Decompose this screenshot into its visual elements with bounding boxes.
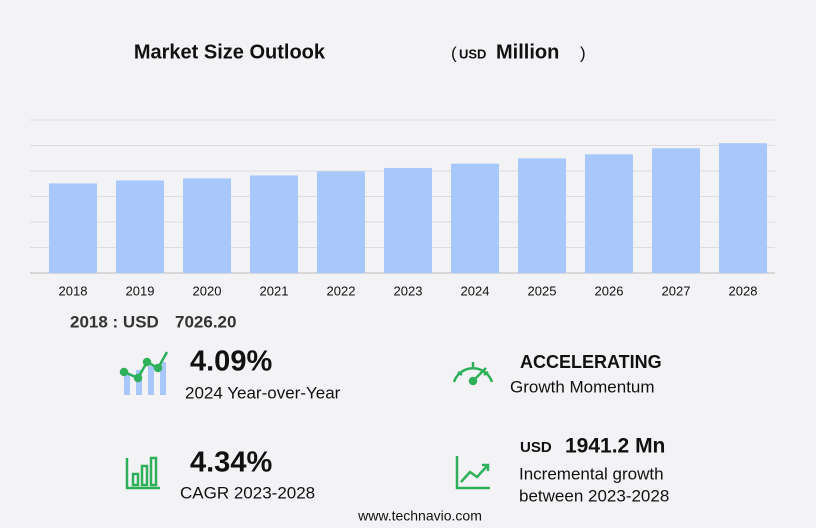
incremental-value: 1941.2 Mn <box>565 435 665 458</box>
title-currency: USD <box>459 46 486 61</box>
cagr-icon <box>125 456 160 490</box>
x-tick-label: 2018 <box>59 283 88 298</box>
x-tick-label: 2024 <box>461 283 490 298</box>
bar <box>116 180 164 273</box>
bar <box>317 171 365 273</box>
momentum-label: Growth Momentum <box>510 377 655 396</box>
x-tick-label: 2023 <box>394 283 423 298</box>
x-tick-label: 2028 <box>729 283 758 298</box>
bar <box>518 158 566 273</box>
bar <box>451 163 499 273</box>
incremental-label: between 2023-2028 <box>519 486 669 505</box>
base-label: 2018 : USD <box>70 312 159 331</box>
yoy-icon <box>119 351 169 395</box>
chart-title: Market Size Outlook <box>134 41 326 63</box>
bar <box>250 175 298 273</box>
cagr-label: CAGR 2023-2028 <box>180 483 315 502</box>
cagr-value: 4.34% <box>190 447 272 479</box>
title-paren: ( <box>451 43 457 62</box>
x-tick-label: 2026 <box>595 283 624 298</box>
bar <box>49 183 97 273</box>
yoy-label: 2024 Year-over-Year <box>185 383 341 402</box>
title-unit: Million <box>496 41 559 63</box>
momentum-value: ACCELERATING <box>520 352 662 372</box>
incremental-label: Incremental growth <box>519 464 664 483</box>
bar <box>719 143 767 273</box>
x-tick-label: 2027 <box>662 283 691 298</box>
x-tick-label: 2025 <box>528 283 557 298</box>
base-value: 7026.20 <box>175 312 236 331</box>
bar <box>652 148 700 273</box>
yoy-value: 4.09% <box>190 346 272 378</box>
gauge-icon <box>452 362 494 386</box>
title-paren: ) <box>580 43 586 62</box>
bar <box>585 154 633 273</box>
footer: www.technavio.com <box>357 508 482 524</box>
incremental-currency: USD <box>520 439 552 456</box>
x-tick-label: 2019 <box>126 283 155 298</box>
x-tick-label: 2020 <box>193 283 222 298</box>
bar <box>183 178 231 273</box>
x-tick-label: 2022 <box>327 283 356 298</box>
x-tick-label: 2021 <box>260 283 289 298</box>
incremental-icon <box>455 456 490 490</box>
bar <box>384 167 432 273</box>
